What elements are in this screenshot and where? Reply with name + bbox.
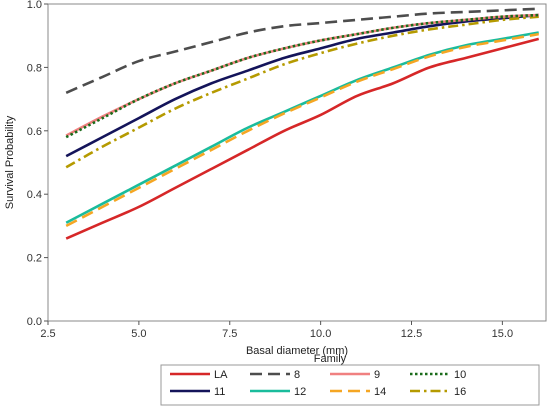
- legend-label-8: 8: [294, 369, 300, 381]
- x-tick-label: 5.0: [131, 328, 146, 340]
- x-tick-label: 2.5: [40, 328, 55, 340]
- legend-label-14: 14: [374, 386, 386, 398]
- y-tick-label: 0.6: [27, 126, 42, 138]
- y-tick-label: 0.0: [27, 316, 42, 328]
- series-line-12: [65, 31, 539, 224]
- axes: 2.5 5.0 7.5 10.0 12.5 15.0 0.0 0.2 0.4 0.6 0.8 1.0 B…: [4, 0, 547, 357]
- x-tick-label: 12.5: [401, 328, 422, 340]
- y-tick-label: 1.0: [27, 0, 42, 11]
- legend-label-11: 11: [214, 386, 225, 398]
- y-tick-label: 0.2: [27, 253, 42, 265]
- legend: Family LA 8 9 10 11 12 14 16: [160, 353, 540, 406]
- legend-title: Family: [314, 353, 347, 365]
- series-line-14: [65, 32, 539, 228]
- x-tick-label: 15.0: [492, 328, 513, 340]
- x-tick-label: 10.0: [310, 328, 331, 340]
- legend-label-9: 9: [374, 369, 380, 381]
- series-line-16: [65, 15, 539, 169]
- plot-frame: [47, 3, 547, 322]
- plot-area: [65, 7, 540, 240]
- legend-label-LA: LA: [214, 369, 228, 381]
- x-axis-label: Basal diameter (mm): [246, 345, 348, 357]
- series-line-8: [65, 7, 539, 94]
- series-line-11: [65, 13, 539, 158]
- series-line-LA: [65, 37, 540, 240]
- legend-label-10: 10: [454, 369, 466, 381]
- y-tick-label: 0.8: [27, 62, 42, 74]
- legend-label-12: 12: [294, 386, 306, 398]
- series-line-10: [65, 13, 539, 139]
- y-axis-label: Survival Probability: [4, 115, 16, 209]
- y-tick-label: 0.4: [27, 189, 42, 201]
- x-tick-label: 7.5: [222, 328, 237, 340]
- legend-label-16: 16: [454, 386, 466, 398]
- legend-box: [160, 364, 540, 406]
